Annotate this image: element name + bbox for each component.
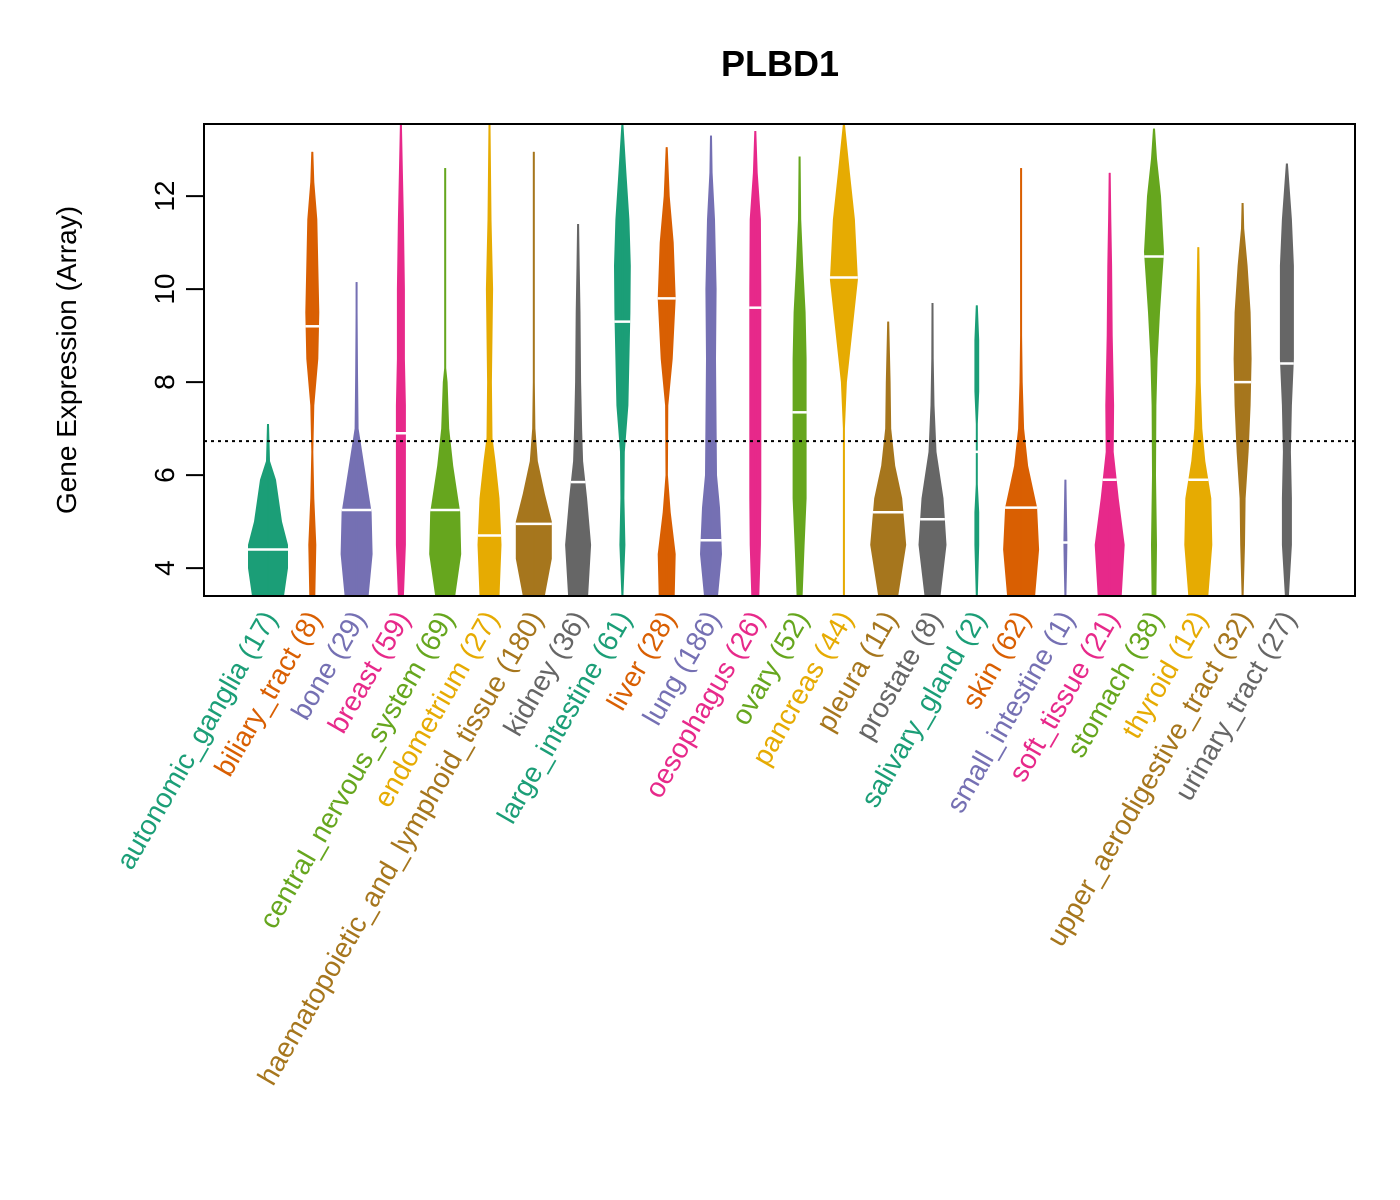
violin-thyroid xyxy=(1184,247,1213,597)
violin-breast xyxy=(394,124,407,596)
violin-kidney xyxy=(565,223,592,597)
y-axis-label: Gene Expression (Array) xyxy=(51,206,82,514)
y-tick-label: 6 xyxy=(149,467,180,483)
chart-title: PLBD1 xyxy=(721,43,839,84)
violin-soft-tissue xyxy=(1094,172,1125,597)
violin-large-intestine xyxy=(614,124,631,596)
violin-bone xyxy=(340,282,373,596)
x-axis-labels: autonomic_ganglia (17)biliary_tract (8)b… xyxy=(110,606,1302,1091)
y-tick-label: 10 xyxy=(149,274,180,305)
violin-salivary-gland xyxy=(970,305,983,596)
violin-oesophagus xyxy=(749,130,762,596)
violin-stomach xyxy=(1144,128,1164,596)
violin-ovary xyxy=(792,156,807,596)
violin-urinary-tract xyxy=(1279,163,1294,596)
violin-pancreas xyxy=(829,124,858,596)
y-axis: 4 6 8 10 12 xyxy=(149,181,204,576)
violin-central-nervous-system xyxy=(429,168,462,596)
violin-skin xyxy=(1003,168,1040,596)
y-tick-label: 8 xyxy=(149,374,180,390)
violin-prostate xyxy=(918,303,947,596)
y-tick-label: 12 xyxy=(149,181,180,212)
violin-autonomic-ganglia xyxy=(248,423,288,596)
violin-biliary-tract xyxy=(305,151,320,596)
violin-lung xyxy=(700,135,722,596)
y-tick-label: 4 xyxy=(149,560,180,576)
violin-endometrium xyxy=(477,124,502,596)
violin-haematopoietic-and-lymphoid-tissue xyxy=(515,151,552,596)
violins-group xyxy=(248,124,1294,597)
violin-liver xyxy=(657,147,676,597)
plot-frame xyxy=(203,123,1356,597)
violin-small-intestine xyxy=(1059,479,1072,596)
violin-pleura xyxy=(870,321,907,596)
violin-upper-aerodigestive-tract xyxy=(1233,203,1252,596)
